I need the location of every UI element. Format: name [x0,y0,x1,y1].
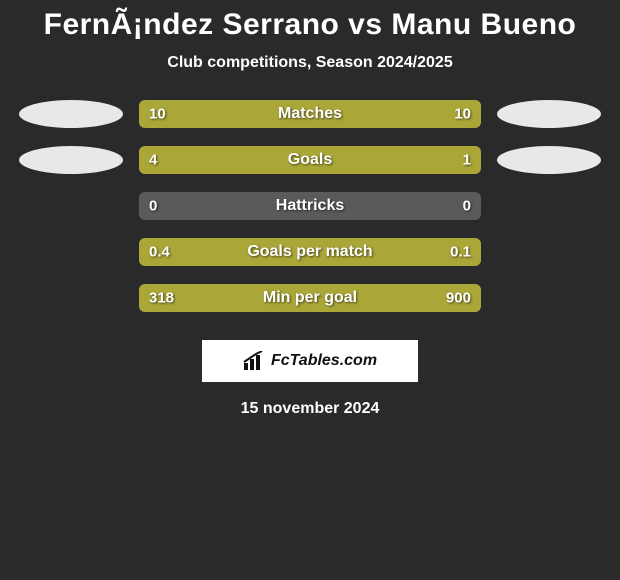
stat-value-left: 318 [149,290,174,307]
stat-row: 4 1 Goals [0,146,620,174]
stat-bar: 10 10 Matches [139,100,481,128]
subtitle: Club competitions, Season 2024/2025 [0,54,620,72]
stat-row: 10 10 Matches [0,100,620,128]
stat-bar: 0 0 Hattricks [139,192,481,220]
page-title: FernÃ¡ndez Serrano vs Manu Bueno [0,8,620,42]
stat-rows: 10 10 Matches 4 1 Goals 0 0 Hattricks 0.4 0.1 Goals… [0,100,620,312]
stat-value-right: 0 [463,198,471,215]
comparison-widget: FernÃ¡ndez Serrano vs Manu Bueno Club co… [0,0,620,418]
stat-value-right: 900 [446,290,471,307]
chart-icon [243,351,265,371]
spacer [497,238,601,266]
stat-value-right: 1 [463,152,471,169]
stat-bar: 318 900 Min per goal [139,284,481,312]
stat-value-right: 0.1 [450,244,471,261]
date-text: 15 november 2024 [0,400,620,418]
stat-row: 0 0 Hattricks [0,192,620,220]
logo-box[interactable]: FcTables.com [202,340,418,382]
stat-bar: 4 1 Goals [139,146,481,174]
bar-fill-left [139,146,402,174]
stat-label: Min per goal [263,289,357,307]
team-badge-right [497,146,601,174]
logo-text: FcTables.com [271,352,377,370]
stat-value-left: 10 [149,106,166,123]
stat-label: Goals [288,151,332,169]
team-badge-right [497,100,601,128]
stat-label: Goals per match [247,243,372,261]
stat-value-left: 0.4 [149,244,170,261]
spacer [19,192,123,220]
team-badge-left [19,146,123,174]
stat-value-left: 4 [149,152,157,169]
spacer [19,284,123,312]
stat-label: Hattricks [276,197,344,215]
stat-row: 0.4 0.1 Goals per match [0,238,620,266]
spacer [497,192,601,220]
stat-bar: 0.4 0.1 Goals per match [139,238,481,266]
stat-value-right: 10 [454,106,471,123]
team-badge-left [19,100,123,128]
stat-label: Matches [278,105,342,123]
stat-row: 318 900 Min per goal [0,284,620,312]
spacer [497,284,601,312]
stat-value-left: 0 [149,198,157,215]
spacer [19,238,123,266]
